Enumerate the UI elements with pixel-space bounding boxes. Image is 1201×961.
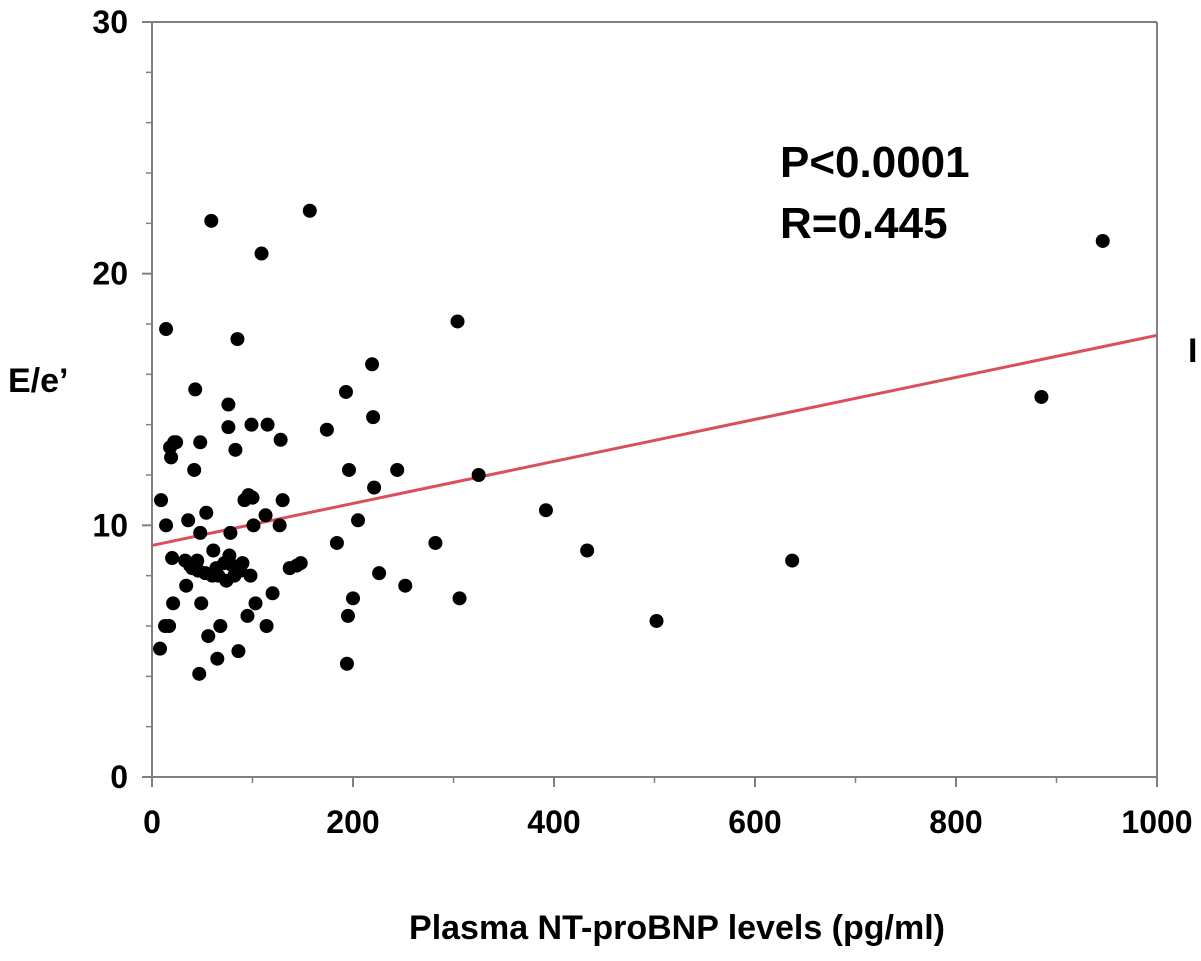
data-point: [206, 543, 221, 558]
data-point: [450, 314, 465, 329]
data-point: [471, 468, 486, 482]
data-point: [159, 518, 174, 533]
y-tick-label: 10: [92, 507, 128, 543]
data-point: [153, 641, 168, 656]
data-point: [165, 551, 180, 566]
data-point: [243, 568, 258, 583]
data-point: [365, 357, 380, 372]
data-point: [1034, 389, 1049, 404]
data-point: [265, 586, 280, 601]
data-point: [193, 525, 208, 540]
data-point: [428, 535, 443, 550]
regression-line-group: [151, 333, 1158, 547]
data-point: [390, 462, 405, 477]
data-point: [221, 420, 236, 435]
data-point: [338, 384, 353, 399]
data-point: [166, 596, 181, 611]
data-point: [319, 422, 334, 437]
axis-ticks: 0 200 400 600 800 1000 0 10 20 30: [92, 4, 1192, 840]
r-value-annotation: R=0.445: [780, 199, 948, 248]
data-point: [366, 410, 381, 425]
data-point: [340, 608, 355, 623]
data-point: [193, 435, 208, 450]
y-tick-label: 0: [110, 759, 128, 795]
data-point: [351, 513, 366, 528]
x-axis-title: Plasma NT-proBNP levels (pg/ml): [409, 909, 945, 947]
x-tick-label: 200: [326, 804, 379, 840]
data-point: [244, 417, 259, 432]
data-point: [258, 508, 273, 523]
data-point: [223, 525, 238, 540]
data-point: [188, 382, 203, 397]
data-point: [293, 556, 308, 571]
data-point: [154, 493, 169, 508]
data-point: [192, 666, 207, 681]
data-point: [341, 462, 356, 477]
data-point: [273, 432, 288, 447]
data-points: [153, 203, 1110, 681]
y-tick-label: 30: [92, 4, 128, 40]
p-value-annotation: P<0.0001: [780, 138, 970, 187]
data-point: [235, 556, 250, 571]
data-point: [248, 596, 263, 611]
data-point: [580, 543, 595, 558]
data-point: [199, 505, 214, 520]
data-point: [254, 246, 269, 261]
x-tick-label: 800: [929, 804, 982, 840]
data-point: [538, 503, 553, 518]
data-point: [228, 442, 243, 457]
data-point: [346, 591, 360, 606]
data-point: [231, 644, 246, 659]
data-point: [302, 203, 317, 218]
data-point: [201, 629, 216, 644]
axes: [151, 21, 1158, 778]
x-tick-label: 600: [728, 804, 781, 840]
data-point: [246, 518, 261, 533]
data-point: [181, 513, 196, 528]
x-tick-label: 1000: [1121, 804, 1192, 840]
data-point: [260, 417, 275, 432]
x-tick-label: 0: [143, 804, 161, 840]
data-point: [230, 332, 245, 347]
data-point: [452, 591, 467, 606]
data-point: [275, 493, 290, 508]
data-point: [187, 462, 202, 477]
data-point: [367, 480, 382, 495]
data-point: [162, 619, 177, 633]
data-point: [649, 613, 664, 628]
data-point: [194, 596, 209, 611]
data-point: [164, 450, 179, 465]
data-point: [398, 578, 413, 593]
x-tick-label: 400: [527, 804, 580, 840]
data-point: [785, 553, 800, 568]
data-point: [213, 619, 228, 633]
data-point: [329, 535, 344, 550]
data-point: [1095, 233, 1110, 248]
data-point: [372, 566, 387, 581]
y-tick-label: 20: [92, 256, 128, 292]
regression-line: [151, 333, 1158, 547]
data-point: [272, 518, 287, 533]
data-point: [339, 656, 354, 671]
data-point: [210, 651, 225, 666]
data-point: [179, 578, 194, 593]
data-point: [204, 213, 219, 228]
data-point: [159, 322, 174, 337]
data-point: [259, 619, 274, 633]
y-axis-title: E/e’: [8, 362, 68, 400]
data-point: [190, 553, 205, 568]
data-point: [245, 490, 260, 505]
data-point: [169, 435, 184, 450]
cut-off-label: I: [1188, 332, 1197, 370]
data-point: [221, 397, 236, 412]
data-point: [240, 608, 255, 623]
